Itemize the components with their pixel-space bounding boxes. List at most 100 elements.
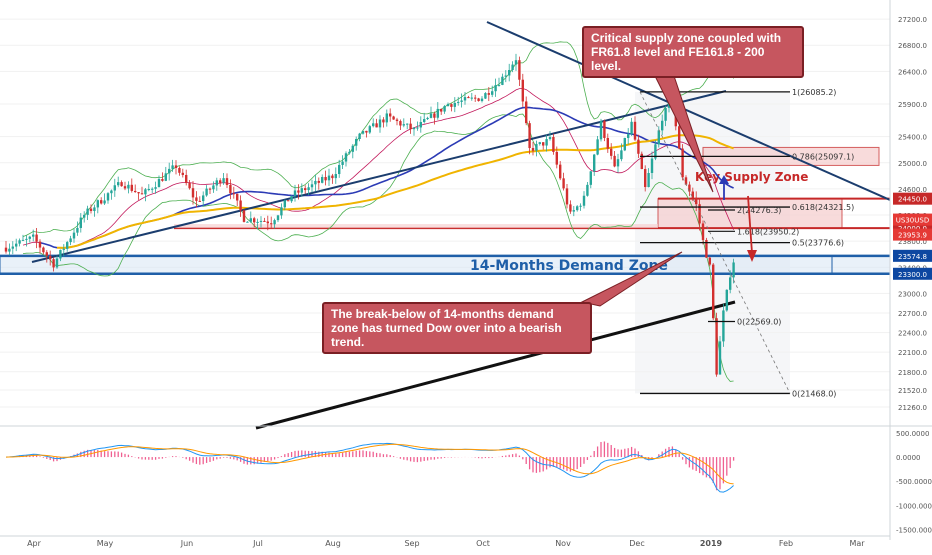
fib-level-label: 0.618(24321.5) bbox=[792, 203, 854, 212]
candle-body bbox=[518, 60, 521, 80]
price-tick-label: 25400.0 bbox=[898, 134, 927, 142]
candle-body bbox=[623, 137, 626, 151]
time-tick-label: Aug bbox=[325, 539, 341, 548]
candle-body bbox=[242, 210, 246, 222]
candle-body bbox=[582, 195, 586, 206]
candle-body bbox=[293, 190, 297, 197]
candle-body bbox=[208, 188, 212, 190]
candle-body bbox=[579, 205, 582, 207]
candle-body bbox=[55, 258, 59, 268]
candle-body bbox=[681, 148, 684, 178]
fib-extension: 2(24276.3) 1.618(23950.2) 0(22569.0) bbox=[708, 206, 799, 327]
candle-body bbox=[253, 218, 256, 223]
time-tick-label: Sep bbox=[404, 539, 419, 548]
candle-body bbox=[419, 121, 422, 128]
price-label-box bbox=[893, 267, 932, 280]
candle-body bbox=[120, 182, 123, 187]
candle-body bbox=[552, 137, 555, 152]
candle-body bbox=[565, 188, 569, 205]
candle-body bbox=[283, 200, 286, 208]
candle-body bbox=[164, 173, 167, 181]
candle-body bbox=[365, 130, 368, 133]
candle-body bbox=[406, 123, 409, 125]
candle-body bbox=[606, 137, 609, 149]
candle-body bbox=[202, 195, 205, 202]
price-tick-label: 22700.0 bbox=[898, 310, 927, 318]
candle-body bbox=[718, 341, 722, 375]
candle-body bbox=[555, 151, 558, 165]
candle-body bbox=[229, 184, 232, 194]
candle-body bbox=[440, 108, 443, 112]
candle-body bbox=[18, 240, 21, 244]
candle-body bbox=[246, 221, 249, 223]
candle-body bbox=[603, 120, 606, 138]
fib-retracement: 1(26085.2) 0.786(25097.1) 0.618(24321.5) 0.… bbox=[640, 88, 854, 398]
price-tick-label: 23000.0 bbox=[898, 290, 927, 298]
demand-zone-label: 14-Months Demand Zone bbox=[470, 258, 668, 274]
candle-body bbox=[569, 204, 572, 212]
candle-body bbox=[239, 200, 242, 211]
candle-body bbox=[684, 177, 688, 185]
candle-body bbox=[637, 139, 640, 154]
candle-body bbox=[307, 187, 310, 191]
candle-body bbox=[399, 121, 402, 126]
time-tick-label: Oct bbox=[476, 539, 490, 548]
candle-body bbox=[725, 289, 728, 311]
candle-body bbox=[460, 100, 463, 102]
candle-body bbox=[433, 113, 436, 118]
candle-body bbox=[657, 130, 660, 145]
candle-body bbox=[708, 257, 711, 265]
candle-body bbox=[334, 174, 337, 179]
candle-body bbox=[409, 123, 412, 130]
candle-body bbox=[616, 159, 620, 167]
candle-body bbox=[168, 168, 171, 174]
fib-level-label: 0.786(25097.1) bbox=[792, 152, 854, 161]
candle-body bbox=[715, 318, 718, 375]
candle-body bbox=[385, 113, 388, 123]
candle-body bbox=[249, 218, 252, 222]
candle-body bbox=[219, 180, 222, 183]
breakdown-callout: The break-below of 14-months demand zone… bbox=[322, 302, 592, 354]
candle-body bbox=[191, 188, 195, 198]
candle-body bbox=[256, 221, 259, 223]
fib-ext-label: 2(24276.3) bbox=[737, 206, 781, 215]
candle-body bbox=[341, 161, 344, 165]
candle-body bbox=[678, 126, 681, 149]
candle-body bbox=[412, 127, 416, 130]
candle-body bbox=[487, 93, 490, 95]
candle-body bbox=[110, 190, 113, 194]
fib-level-label: 0(21468.0) bbox=[792, 389, 836, 398]
candle-body bbox=[361, 130, 365, 134]
candle-body bbox=[154, 187, 157, 189]
candle-body bbox=[276, 215, 280, 221]
candle-body bbox=[344, 153, 348, 162]
down-arrow-shaft bbox=[747, 195, 753, 254]
candle-body bbox=[429, 113, 433, 118]
candle-body bbox=[650, 158, 654, 174]
candle-body bbox=[695, 197, 698, 205]
candle-body bbox=[633, 121, 637, 140]
candle-body bbox=[729, 277, 732, 290]
candle-body bbox=[562, 178, 565, 189]
price-label-text: US30USD bbox=[896, 217, 929, 225]
macd-tick-label: 0.0000 bbox=[896, 454, 921, 462]
candle-body bbox=[599, 120, 603, 140]
candle-body bbox=[423, 119, 426, 122]
candle-body bbox=[225, 178, 229, 185]
candle-body bbox=[117, 182, 120, 186]
candle-body bbox=[72, 232, 76, 239]
price-tick-label: 25000.0 bbox=[898, 160, 927, 168]
candle-body bbox=[647, 173, 650, 188]
candle-body bbox=[324, 176, 327, 181]
candle-body bbox=[86, 208, 89, 215]
price-tick-label: 26400.0 bbox=[898, 68, 927, 76]
fib-level-label: 1(26085.2) bbox=[792, 88, 836, 97]
candle-body bbox=[130, 184, 133, 191]
candle-body bbox=[171, 165, 174, 169]
candle-body bbox=[351, 145, 354, 152]
candle-body bbox=[528, 123, 531, 149]
demand-zone-fill bbox=[0, 255, 890, 274]
candle-body bbox=[586, 184, 589, 196]
candle-body bbox=[484, 93, 487, 99]
